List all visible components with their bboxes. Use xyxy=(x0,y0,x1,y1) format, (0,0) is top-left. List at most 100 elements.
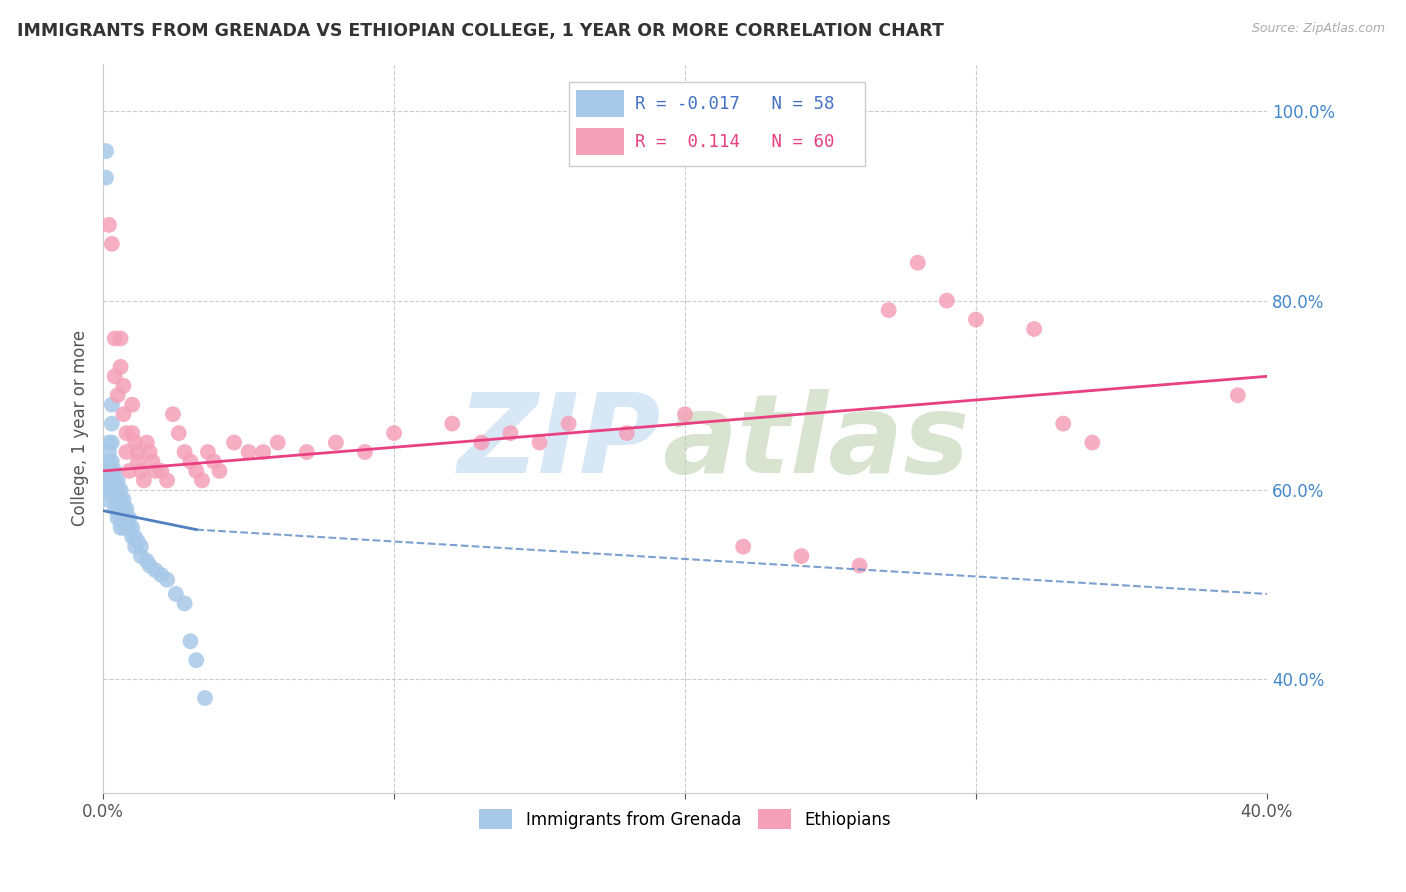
Point xyxy=(179,454,201,468)
Point xyxy=(935,293,957,308)
Legend: Immigrants from Grenada, Ethiopians: Immigrants from Grenada, Ethiopians xyxy=(472,803,897,835)
Point xyxy=(94,144,117,158)
Point xyxy=(121,426,143,441)
Point xyxy=(110,521,132,535)
Point xyxy=(145,464,167,478)
Point xyxy=(104,483,127,497)
FancyBboxPatch shape xyxy=(568,82,866,166)
Point xyxy=(107,483,129,497)
Point xyxy=(97,435,120,450)
Point xyxy=(156,474,179,488)
Point xyxy=(115,511,138,525)
Point xyxy=(138,558,160,573)
Point xyxy=(1052,417,1074,431)
Point xyxy=(142,454,165,468)
Point xyxy=(135,435,157,450)
Point xyxy=(110,359,132,374)
Point xyxy=(295,445,318,459)
Point xyxy=(124,530,146,544)
Point xyxy=(101,464,124,478)
Point xyxy=(529,435,551,450)
Point xyxy=(441,417,464,431)
Point xyxy=(94,170,117,185)
Point xyxy=(118,521,141,535)
Point xyxy=(238,445,260,459)
Point xyxy=(252,445,274,459)
Point xyxy=(557,417,579,431)
Point xyxy=(101,236,124,251)
Point xyxy=(97,218,120,232)
Point xyxy=(121,530,143,544)
Point xyxy=(118,511,141,525)
Point xyxy=(162,407,184,421)
Point xyxy=(112,521,135,535)
Point xyxy=(173,596,195,610)
Point xyxy=(112,492,135,507)
Point xyxy=(202,454,225,468)
Point xyxy=(118,464,141,478)
Point xyxy=(907,256,929,270)
Text: R = -0.017   N = 58: R = -0.017 N = 58 xyxy=(636,95,835,113)
Point xyxy=(208,464,231,478)
Point xyxy=(115,445,138,459)
Point xyxy=(1226,388,1249,402)
Point xyxy=(267,435,290,450)
Point xyxy=(101,417,124,431)
Point xyxy=(156,573,179,587)
Point xyxy=(877,303,900,318)
Point xyxy=(127,535,149,549)
FancyBboxPatch shape xyxy=(575,90,624,117)
Point xyxy=(1024,322,1046,336)
Point xyxy=(129,464,152,478)
Point xyxy=(104,474,127,488)
Point xyxy=(110,331,132,345)
Point xyxy=(197,445,219,459)
Point xyxy=(97,474,120,488)
Point xyxy=(94,492,117,507)
Point xyxy=(121,521,143,535)
Point xyxy=(94,483,117,497)
Point xyxy=(107,474,129,488)
Point xyxy=(104,331,127,345)
Point xyxy=(97,464,120,478)
Point xyxy=(107,492,129,507)
Point xyxy=(110,511,132,525)
Point xyxy=(150,568,173,582)
Point xyxy=(129,549,152,563)
Point xyxy=(101,474,124,488)
Point xyxy=(101,454,124,468)
Point xyxy=(107,511,129,525)
Y-axis label: College, 1 year or more: College, 1 year or more xyxy=(72,330,89,526)
Point xyxy=(110,483,132,497)
Point xyxy=(132,474,155,488)
Point xyxy=(101,398,124,412)
Point xyxy=(222,435,245,450)
Point xyxy=(1081,435,1104,450)
Point xyxy=(112,407,135,421)
Point xyxy=(107,501,129,516)
Point xyxy=(115,426,138,441)
Point xyxy=(167,426,190,441)
Point xyxy=(191,474,214,488)
Text: atlas: atlas xyxy=(662,390,969,497)
Point xyxy=(186,653,208,667)
Point xyxy=(135,554,157,568)
Point xyxy=(115,521,138,535)
Point xyxy=(104,501,127,516)
Point xyxy=(110,492,132,507)
Point xyxy=(145,563,167,577)
Point xyxy=(110,501,132,516)
Point xyxy=(129,540,152,554)
Point xyxy=(616,426,638,441)
Point xyxy=(97,445,120,459)
FancyBboxPatch shape xyxy=(575,128,624,155)
Point xyxy=(673,407,696,421)
Text: Source: ZipAtlas.com: Source: ZipAtlas.com xyxy=(1251,22,1385,36)
Point xyxy=(101,435,124,450)
Point xyxy=(124,435,146,450)
Point xyxy=(165,587,187,601)
Point xyxy=(179,634,201,648)
Point xyxy=(150,464,173,478)
Point xyxy=(121,398,143,412)
Point xyxy=(186,464,208,478)
